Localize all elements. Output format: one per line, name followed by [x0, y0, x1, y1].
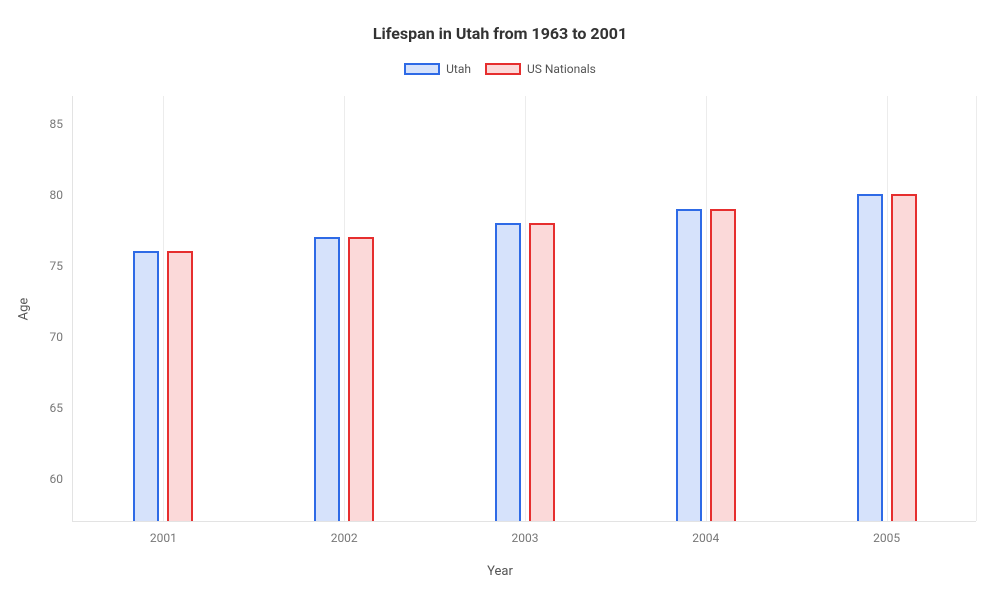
- y-axis-label: Age: [17, 298, 32, 321]
- legend: Utah US Nationals: [0, 62, 1000, 76]
- bar: [314, 237, 340, 521]
- legend-swatch: [485, 63, 521, 75]
- bar: [133, 251, 159, 521]
- x-axis-label: Year: [0, 564, 1000, 579]
- legend-label: US Nationals: [527, 62, 596, 76]
- bar: [710, 209, 736, 521]
- gridline-vertical: [525, 96, 526, 521]
- gridline-vertical: [344, 96, 345, 521]
- gridline-vertical: [706, 96, 707, 521]
- x-tick-label: 2003: [512, 531, 539, 545]
- y-tick-label: 75: [50, 259, 64, 273]
- bar: [891, 194, 917, 521]
- plot-area: 60657075808520012002200320042005: [72, 96, 976, 522]
- y-tick-label: 60: [50, 472, 64, 486]
- x-tick-label: 2005: [873, 531, 900, 545]
- y-tick-label: 70: [50, 330, 64, 344]
- bar: [676, 209, 702, 521]
- legend-swatch: [404, 63, 440, 75]
- y-tick-label: 65: [50, 401, 64, 415]
- legend-label: Utah: [446, 62, 471, 76]
- gridline-vertical: [976, 96, 977, 521]
- x-tick-label: 2002: [331, 531, 358, 545]
- bar: [857, 194, 883, 521]
- x-tick-label: 2001: [150, 531, 177, 545]
- chart-title: Lifespan in Utah from 1963 to 2001: [0, 24, 1000, 43]
- gridline-vertical: [163, 96, 164, 521]
- gridline-vertical: [887, 96, 888, 521]
- legend-item: US Nationals: [485, 62, 596, 76]
- x-tick-label: 2004: [692, 531, 719, 545]
- y-tick-label: 85: [50, 117, 64, 131]
- bar: [529, 223, 555, 521]
- bar: [495, 223, 521, 521]
- y-tick-label: 80: [50, 188, 64, 202]
- bar: [348, 237, 374, 521]
- legend-item: Utah: [404, 62, 471, 76]
- bar: [167, 251, 193, 521]
